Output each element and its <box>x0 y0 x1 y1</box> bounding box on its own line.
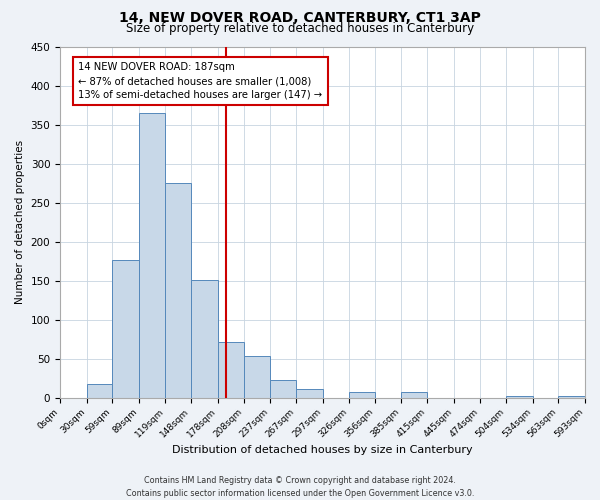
Bar <box>166 183 191 398</box>
Bar <box>270 380 296 398</box>
Bar <box>349 392 375 398</box>
Bar <box>139 113 166 398</box>
Text: Size of property relative to detached houses in Canterbury: Size of property relative to detached ho… <box>126 22 474 35</box>
Text: 14 NEW DOVER ROAD: 187sqm
← 87% of detached houses are smaller (1,008)
13% of se: 14 NEW DOVER ROAD: 187sqm ← 87% of detac… <box>79 62 323 100</box>
Bar <box>191 280 218 398</box>
Bar <box>296 389 323 398</box>
Y-axis label: Number of detached properties: Number of detached properties <box>15 140 25 304</box>
Bar <box>401 392 427 398</box>
Bar <box>218 342 244 398</box>
Text: 14, NEW DOVER ROAD, CANTERBURY, CT1 3AP: 14, NEW DOVER ROAD, CANTERBURY, CT1 3AP <box>119 11 481 25</box>
Bar <box>559 396 585 398</box>
X-axis label: Distribution of detached houses by size in Canterbury: Distribution of detached houses by size … <box>172 445 473 455</box>
Text: Contains HM Land Registry data © Crown copyright and database right 2024.
Contai: Contains HM Land Registry data © Crown c… <box>126 476 474 498</box>
Bar <box>244 356 270 398</box>
Bar <box>86 384 112 398</box>
Bar <box>112 260 139 398</box>
Bar <box>506 396 533 398</box>
